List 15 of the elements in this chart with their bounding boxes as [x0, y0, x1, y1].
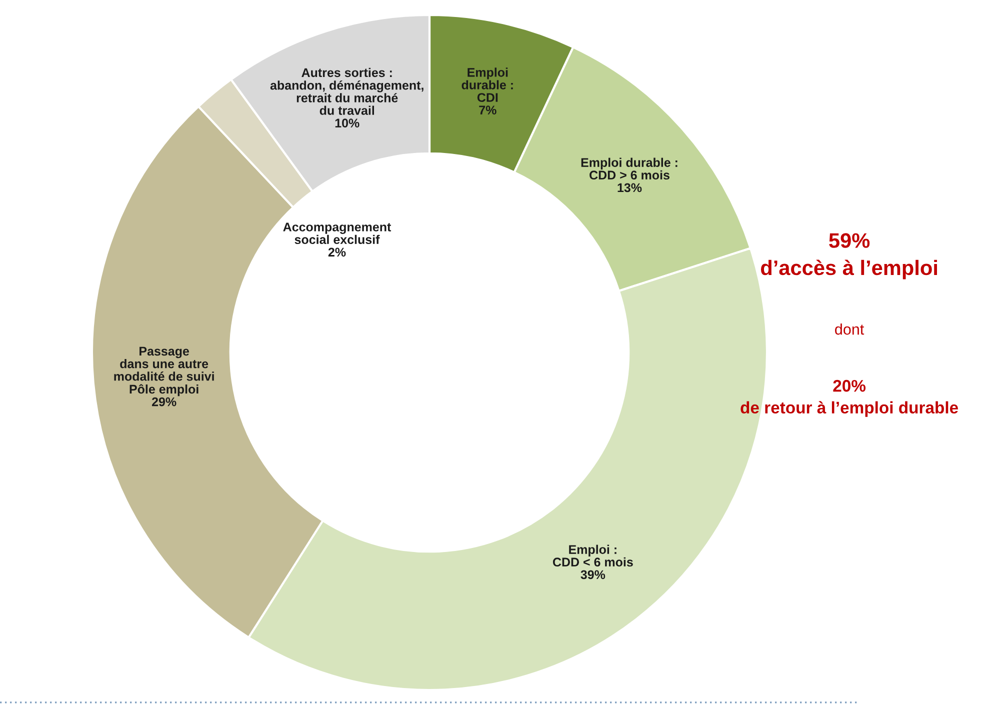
text: 20% de retour à l’emploi durable — [740, 380, 958, 417]
text: dont — [835, 323, 864, 335]
slice-label: Emploi durable : CDD > 6 mois — [581, 158, 678, 180]
data-label: 7% — [479, 106, 496, 114]
data-label: 29% — [152, 397, 176, 406]
text: 59% d’accès à l’emploi — [760, 233, 937, 280]
slice-label: Accompagnement social exclusif — [283, 222, 392, 244]
data-label: 10% — [335, 118, 360, 128]
slice-label: Autres sorties : abandon, déménagement, retrait du marché du travail — [270, 68, 424, 115]
data-label: 2% — [328, 248, 346, 257]
slice-label: Passage dans une autre modalité de suivi Pôle emploi — [114, 346, 214, 396]
slice-label: Emploi : CDD < 6 mois — [552, 544, 633, 567]
slice-label: Emploi durable : CDI — [462, 68, 513, 102]
data-label: 13% — [618, 183, 642, 192]
data-label: 39% — [580, 570, 606, 580]
